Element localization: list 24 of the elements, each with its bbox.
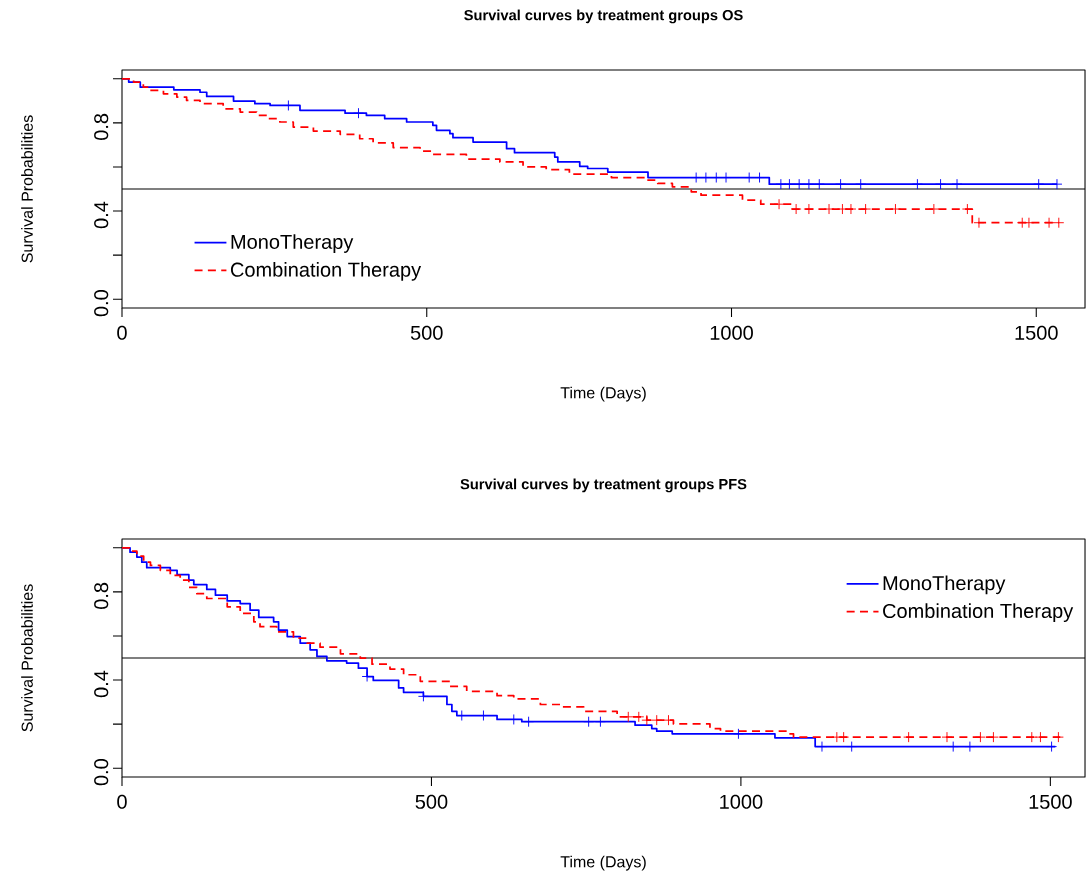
y-tick-label: 0.0 [94,759,109,786]
y-tick-label: 0.8 [94,113,109,141]
x-axis-title: Time (Days) [560,855,646,871]
chart-title: Survival curves by treatment groups OS [464,9,743,24]
x-tick-label: 0 [117,794,127,809]
legend-label: MonoTherapy [231,234,354,253]
y-tick-label: 0.4 [94,670,109,698]
x-tick-label: 1000 [720,794,763,809]
x-tick-label: 500 [410,325,443,340]
y-tick-label: 0.8 [94,582,109,610]
y-tick-label: 0.0 [94,290,109,317]
x-tick-label: 1500 [1015,325,1058,340]
x-tick-label: 0 [117,325,127,340]
y-axis-title: Survival Probabilities [21,584,33,732]
legend-label: Combination Therapy [883,603,1074,622]
chart-title: Survival curves by treatment groups PFS [460,478,747,493]
legend-label: MonoTherapy [883,575,1006,595]
x-tick-label: 1500 [1029,794,1072,809]
x-tick-label: 1000 [710,325,753,340]
y-tick-label: 0.4 [94,201,109,229]
x-axis-title: Time (Days) [560,386,646,402]
x-tick-label: 500 [415,794,448,809]
legend-label: Combination Therapy [230,262,422,281]
y-axis-title: Survival Probabilities [21,115,33,263]
